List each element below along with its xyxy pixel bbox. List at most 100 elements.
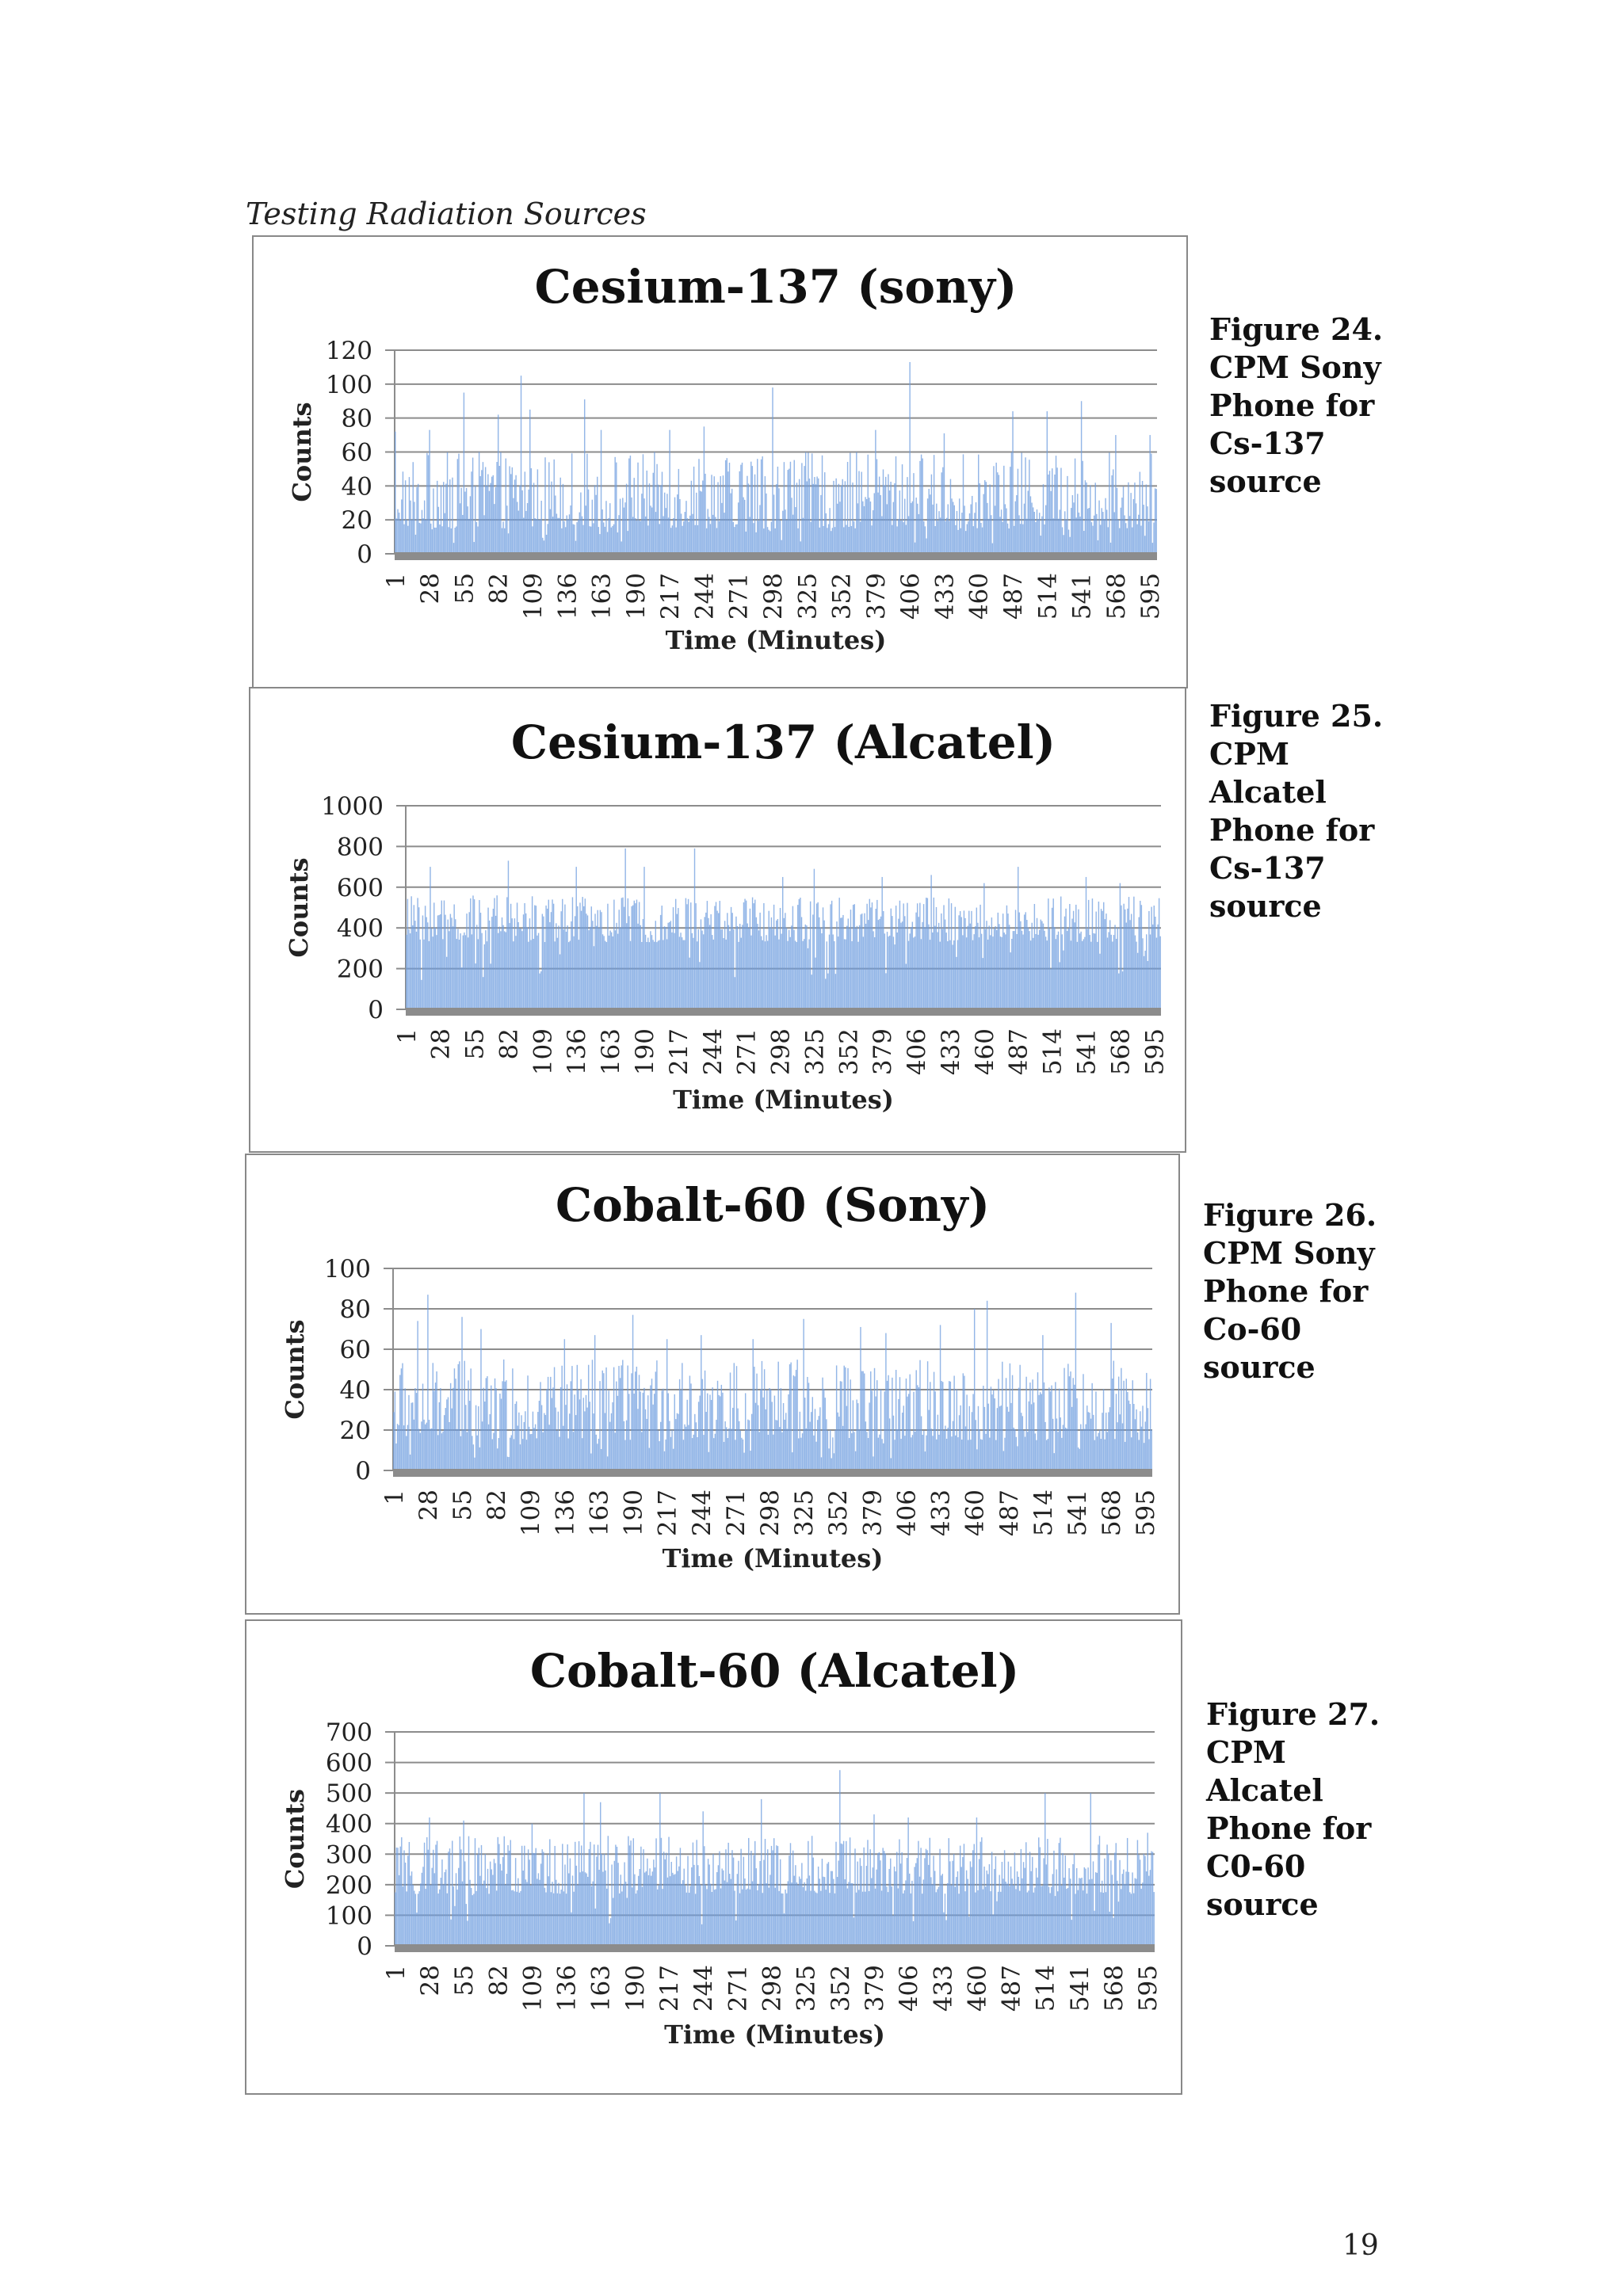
bar	[458, 453, 460, 554]
bar	[485, 1378, 487, 1470]
bar	[1092, 1861, 1094, 1946]
bar	[593, 1413, 594, 1470]
y-tick-label: 40	[342, 472, 372, 501]
bar	[433, 902, 435, 1009]
bar	[824, 978, 827, 1009]
x-tick-label: 217	[665, 1028, 693, 1075]
bar	[903, 1405, 904, 1470]
bar	[429, 1817, 430, 1946]
bar	[1113, 1852, 1116, 1946]
bar	[404, 1862, 407, 1946]
bar	[857, 941, 859, 1009]
bar	[754, 1840, 756, 1946]
bar	[708, 1864, 710, 1946]
x-tick-label: 217	[656, 573, 685, 620]
bar	[500, 452, 502, 554]
x-tick-label: 163	[585, 1489, 613, 1536]
bar	[511, 467, 514, 554]
bar	[966, 1394, 968, 1470]
bar	[1056, 934, 1058, 1009]
bar	[657, 1430, 659, 1470]
x-tick-label: 82	[485, 573, 514, 604]
bar	[552, 1893, 555, 1946]
bar	[730, 493, 731, 554]
bar	[843, 939, 846, 1009]
bar	[968, 513, 971, 554]
bar	[667, 517, 670, 554]
bar	[819, 1878, 820, 1946]
bar	[577, 906, 579, 1009]
bar	[678, 468, 680, 554]
bar	[399, 1846, 401, 1946]
bar	[745, 1890, 747, 1946]
bar	[960, 1439, 963, 1470]
bar	[850, 910, 852, 1009]
bar	[878, 1852, 880, 1946]
bar	[439, 1889, 441, 1946]
bar	[991, 543, 994, 554]
bar	[1141, 480, 1144, 554]
bar	[510, 903, 512, 1009]
bar	[772, 1850, 773, 1946]
bar	[1129, 1892, 1131, 1946]
bar	[952, 1860, 953, 1946]
bar	[1142, 938, 1144, 1009]
bar	[1136, 1840, 1139, 1946]
bar	[1004, 1437, 1006, 1470]
bar	[983, 1866, 985, 1946]
bar	[473, 542, 475, 554]
bar	[1148, 910, 1150, 1009]
bar	[503, 528, 506, 554]
bar	[1014, 910, 1017, 1009]
bar	[703, 1435, 705, 1470]
bar	[720, 929, 722, 1009]
bar	[1011, 1375, 1014, 1470]
bar	[852, 1400, 854, 1470]
bar	[487, 1868, 489, 1946]
bar	[870, 1371, 872, 1470]
bar	[1098, 901, 1100, 1009]
bar	[526, 927, 528, 1009]
bar	[605, 1367, 607, 1470]
bar	[800, 1437, 802, 1470]
bar	[482, 1885, 483, 1946]
y-tick-label: 600	[337, 874, 384, 902]
bar	[445, 483, 447, 554]
bar	[862, 936, 865, 1009]
bar	[972, 940, 974, 1009]
bar	[976, 528, 978, 554]
bar	[552, 903, 555, 1009]
bar	[699, 962, 701, 1009]
bar	[873, 936, 876, 1009]
bar	[409, 1454, 411, 1470]
bar	[606, 1888, 608, 1946]
bar	[410, 1875, 411, 1946]
bar	[506, 1874, 508, 1946]
bar	[962, 1373, 964, 1470]
bar	[446, 1399, 448, 1470]
bar	[508, 1850, 510, 1946]
bar	[403, 1850, 405, 1946]
bar	[622, 897, 624, 1009]
figure-26-caption: Figure 26. CPM Sony Phone for Co-60 sour…	[1203, 1197, 1377, 1385]
bar	[543, 916, 544, 1009]
bar	[1094, 1440, 1096, 1470]
bar	[607, 1836, 609, 1946]
x-tick-label: 244	[690, 573, 719, 620]
bar	[1149, 934, 1151, 1009]
bar	[829, 1430, 831, 1470]
bar	[619, 498, 621, 554]
bar	[792, 1850, 794, 1946]
bar	[754, 1402, 757, 1470]
bar	[593, 523, 594, 554]
bar	[590, 906, 592, 1009]
bar	[568, 1873, 570, 1946]
bar	[680, 513, 682, 554]
bar	[1063, 535, 1064, 554]
bar	[957, 1871, 959, 1946]
bar	[546, 908, 548, 1009]
bar	[877, 1437, 880, 1470]
bar	[1070, 1371, 1071, 1470]
bar	[1111, 1379, 1113, 1470]
y-tick-label: 20	[342, 506, 372, 535]
